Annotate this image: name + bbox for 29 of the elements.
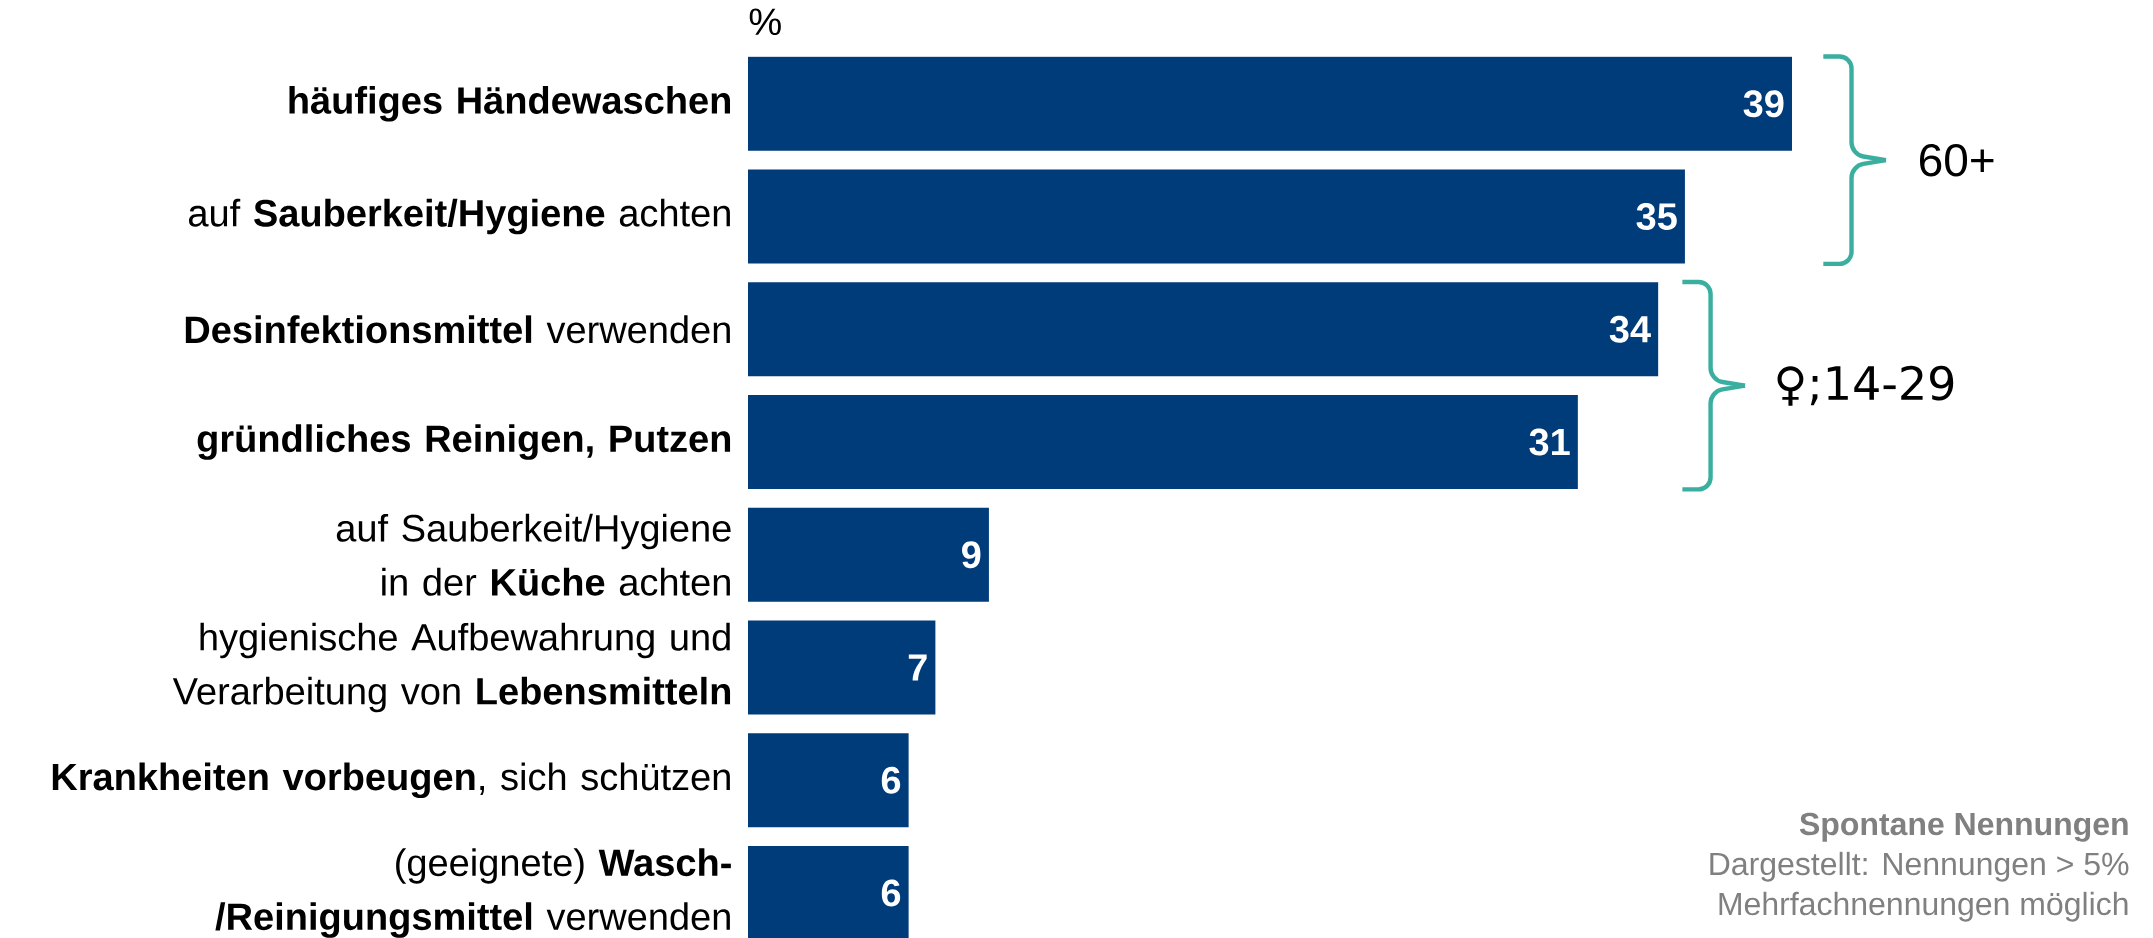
text: Spontane Nennungen (1799, 812, 2128, 842)
data-label: 34 (1609, 315, 1651, 343)
x-axis-title: % (749, 8, 781, 36)
bar (748, 169, 1685, 264)
y-tick-label: Krankheiten vorbeugen, sich schützen (52, 762, 730, 799)
category-label: (geeignete) Wasch-/Reinigungsmittel verwenden (215, 848, 731, 938)
annotation: Dargestellt: Nennungen > 5% (1710, 851, 2129, 882)
annotation: Mehrfachnennungen möglich (1719, 891, 2128, 922)
bar (748, 507, 989, 602)
y-tick-label: auf Sauberkeit/Hygiene achten (189, 198, 730, 235)
data-label: 7 (908, 654, 927, 681)
bar (748, 395, 1578, 490)
bar (748, 620, 936, 715)
data-label: 6 (881, 879, 901, 907)
bar (748, 282, 1659, 377)
data-label: 9 (962, 541, 981, 569)
y-tick-label: hygienische Aufbewahrung und Verarbeitung von Lebensmitteln (172, 622, 731, 713)
y-tick-label: auf Sauberkeit/Hygiene in der Küche achten (336, 513, 731, 596)
y-tick-label: gründliches Reinigen, Putzen (197, 424, 731, 460)
data-label: 31 (1529, 428, 1570, 456)
text: 60+ (1920, 143, 1994, 177)
annotation: ♀;14-29 (1777, 365, 1954, 406)
data-label: 39 (1743, 90, 1784, 118)
bar (748, 733, 909, 828)
data-label: 6 (881, 766, 901, 794)
y-tick-label: Desinfektionsmittel verwenden (185, 315, 730, 344)
bar (748, 56, 1792, 151)
y-tick-label: häufiges Händewaschen (289, 86, 731, 122)
data-label: 35 (1636, 203, 1677, 231)
